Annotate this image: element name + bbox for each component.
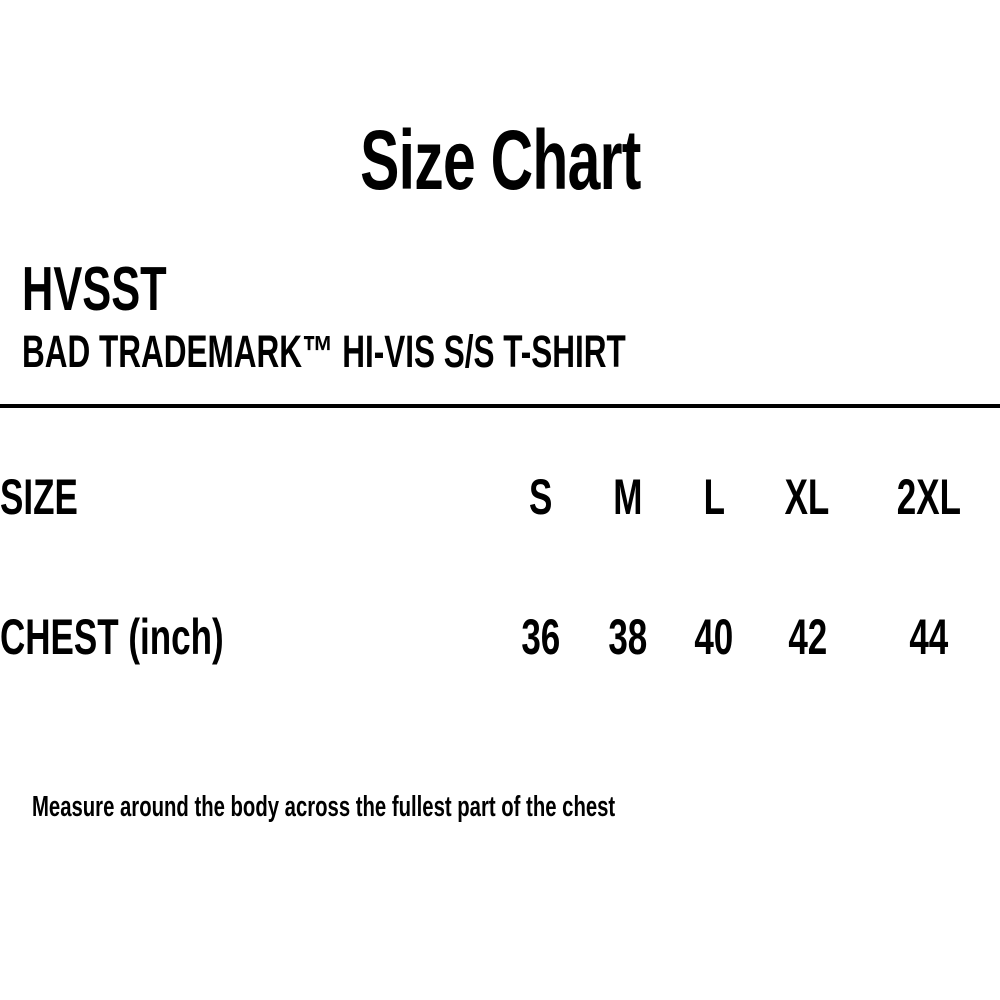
cell-chest-m-text: 38 [608,609,648,665]
table-row-chest: CHEST (inch) 36 38 40 42 44 [0,602,1000,672]
row-header-chest-label: CHEST (inch) [0,609,224,665]
cell-size-m: M [584,462,671,532]
cell-chest-s: 36 [498,602,585,672]
spacer-cell [857,532,1000,602]
table-row-size: SIZE S M L XL 2XL [0,462,1000,532]
header-divider-rule [0,404,1000,408]
row-header-size-label: SIZE [0,469,78,525]
cell-chest-xl-text: 42 [787,609,827,665]
cell-chest-2xl: 44 [857,602,1000,672]
measurement-note-text: Measure around the body across the fulle… [32,791,616,823]
cell-size-xl: XL [758,462,858,532]
cell-size-l: L [671,462,758,532]
measurement-note: Measure around the body across the fulle… [32,793,865,822]
cell-size-s: S [498,462,585,532]
cell-chest-l-text: 40 [694,609,734,665]
product-name: BAD TRADEMARK™ HI-VIS S/S T-SHIRT [22,329,885,374]
page-title: Size Chart [0,118,1000,202]
cell-size-2xl-text: 2XL [896,469,961,525]
cell-chest-2xl-text: 44 [909,609,949,665]
row-header-chest: CHEST (inch) [0,602,498,672]
cell-size-l-text: L [703,469,725,525]
table-row-spacer [0,532,1000,602]
cell-chest-l: 40 [671,602,758,672]
spacer-cell [584,532,671,602]
cell-size-xl-text: XL [784,469,830,525]
cell-size-m-text: M [612,469,643,525]
row-header-size: SIZE [0,462,498,532]
product-name-text: BAD TRADEMARK™ HI-VIS S/S T-SHIRT [22,326,626,378]
spacer-cell [0,532,498,602]
cell-size-s-text: S [529,469,553,525]
spacer-cell [671,532,758,602]
spacer-cell [498,532,585,602]
cell-chest-s-text: 36 [521,609,561,665]
cell-chest-m: 38 [584,602,671,672]
page-title-text: Size Chart [359,113,641,207]
cell-size-2xl: 2XL [857,462,1000,532]
product-sku-text: HVSST [22,255,167,324]
cell-chest-xl: 42 [758,602,858,672]
product-sku: HVSST [22,258,885,321]
size-chart-table: SIZE S M L XL 2XL [0,462,1000,672]
spacer-cell [758,532,858,602]
product-info: HVSST BAD TRADEMARK™ HI-VIS S/S T-SHIRT [22,258,885,374]
